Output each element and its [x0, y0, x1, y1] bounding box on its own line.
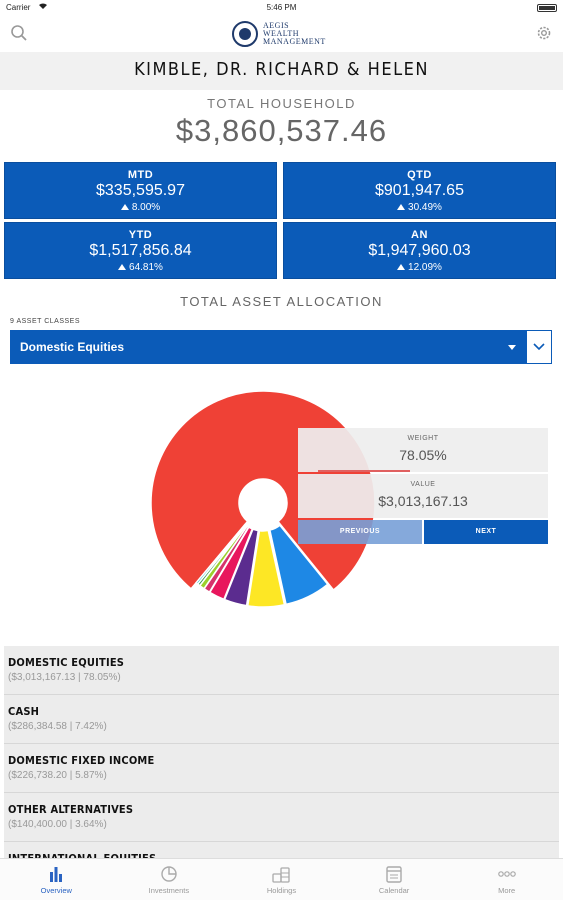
weight-value: 78.05%: [399, 447, 447, 463]
pie-slice-cash[interactable]: [268, 524, 329, 606]
weight-label: WEIGHT: [407, 435, 439, 442]
perf-card-mtd[interactable]: MTD $335,595.97 8.00%: [4, 162, 277, 219]
logo-wordmark: AEGIS WEALTH MANAGEMENT: [263, 22, 326, 46]
asset-class-dropdown[interactable]: Domestic Equities: [10, 330, 552, 364]
asset-name: INTERNATIONAL EQUITIES: [8, 842, 559, 858]
perf-change: 12.09%: [284, 262, 555, 273]
tab-bar: Overview Investments Holdings Calendar M…: [0, 858, 563, 900]
tab-label: Calendar: [378, 886, 410, 895]
calendar-icon: [382, 864, 406, 884]
asset-detail: ($140,400.00 | 3.64%): [8, 819, 107, 830]
asset-detail: ($226,738.20 | 5.87%): [8, 770, 107, 781]
asset-detail: ($286,384.58 | 7.42%): [8, 721, 107, 732]
pie-slice-other-4[interactable]: [195, 523, 247, 586]
bar-chart-icon: [44, 864, 68, 884]
list-item[interactable]: DOMESTIC EQUITIES ($3,013,167.13 | 78.05…: [4, 646, 559, 695]
perf-label: QTD: [407, 169, 432, 181]
tab-calendar[interactable]: Calendar: [338, 859, 451, 900]
logo-line: WEALTH: [263, 29, 300, 38]
tab-overview[interactable]: Overview: [0, 859, 113, 900]
search-icon[interactable]: [10, 24, 28, 42]
allocation-title: TOTAL ASSET ALLOCATION: [180, 294, 383, 309]
asset-name: OTHER ALTERNATIVES: [8, 803, 134, 816]
wifi-icon: [38, 2, 48, 12]
status-time: 5:46 PM: [266, 3, 297, 12]
pie-chart-icon: [157, 864, 181, 884]
up-arrow-icon: [120, 204, 129, 210]
client-name: KIMBLE, DR. RICHARD & HELEN: [134, 59, 429, 80]
carrier-label: Carrier: [6, 3, 31, 12]
client-bar: KIMBLE, DR. RICHARD & HELEN: [0, 52, 563, 90]
asset-class-count: 9 ASSET CLASSES: [10, 318, 81, 325]
perf-change-value: 64.81%: [129, 262, 163, 273]
perf-label: YTD: [128, 229, 153, 241]
tab-label: More: [498, 886, 516, 895]
tab-holdings[interactable]: Holdings: [225, 859, 338, 900]
perf-label: MTD: [127, 169, 154, 181]
list-item[interactable]: OTHER ALTERNATIVES ($140,400.00 | 3.64%): [4, 793, 559, 842]
perf-change: 64.81%: [5, 262, 276, 273]
app-header: AEGIS WEALTH MANAGEMENT: [0, 16, 563, 52]
asset-name: DOMESTIC EQUITIES: [8, 656, 125, 669]
perf-label: AN: [411, 229, 428, 241]
asset-class-list: DOMESTIC EQUITIES ($3,013,167.13 | 78.05…: [4, 646, 559, 858]
caret-down-icon: [508, 345, 516, 350]
list-item[interactable]: CASH ($286,384.58 | 7.42%): [4, 695, 559, 744]
tab-label: Holdings: [266, 886, 297, 895]
perf-change-value: 30.49%: [408, 202, 442, 213]
perf-card-qtd[interactable]: QTD $901,947.65 30.49%: [283, 162, 556, 219]
up-arrow-icon: [397, 264, 406, 270]
gear-icon[interactable]: [535, 24, 553, 42]
up-arrow-icon: [118, 264, 127, 270]
asset-name: CASH: [8, 705, 40, 718]
perf-card-an[interactable]: AN $1,947,960.03 12.09%: [283, 222, 556, 279]
asset-detail: ($3,013,167.13 | 78.05%): [8, 672, 121, 683]
status-bar: Carrier 5:46 PM: [0, 0, 563, 16]
up-arrow-icon: [397, 204, 406, 210]
perf-value: $1,517,856.84: [89, 242, 192, 259]
list-item[interactable]: INTERNATIONAL EQUITIES: [4, 842, 559, 858]
logo-line: AEGIS: [263, 21, 290, 30]
next-button[interactable]: NEXT: [424, 520, 548, 544]
perf-value: $335,595.97: [96, 182, 185, 199]
value-label: VALUE: [410, 481, 436, 488]
battery-icon: [537, 4, 557, 12]
perf-change-value: 8.00%: [131, 202, 161, 213]
household-label: TOTAL HOUSEHOLD: [207, 96, 356, 111]
asset-class-selected: Domestic Equities: [20, 340, 125, 354]
perf-change: 30.49%: [284, 202, 555, 213]
ellipsis-icon: [495, 864, 519, 884]
household-summary: TOTAL HOUSEHOLD $3,860,537.46: [0, 96, 563, 149]
chevron-down-icon: [533, 343, 545, 351]
aegis-logo: AEGIS WEALTH MANAGEMENT: [232, 20, 326, 48]
tab-label: Overview: [40, 886, 72, 895]
weight-box: WEIGHT 78.05%: [298, 428, 548, 472]
logo-line: MANAGEMENT: [263, 37, 326, 46]
tab-label: Investments: [148, 886, 190, 895]
household-value: $3,860,537.46: [175, 113, 388, 148]
perf-value: $901,947.65: [375, 182, 464, 199]
asset-name: DOMESTIC FIXED INCOME: [8, 754, 155, 767]
performance-grid: MTD $335,595.97 8.00% QTD $901,947.65 30…: [4, 162, 557, 280]
coins-icon: [269, 864, 293, 884]
tab-more[interactable]: More: [450, 859, 563, 900]
value-box: VALUE $3,013,167.13: [298, 474, 548, 518]
pie-slice-other-alternatives[interactable]: [223, 528, 260, 607]
slice-tooltip: WEIGHT 78.05% VALUE $3,013,167.13 PREVIO…: [298, 428, 548, 546]
tab-investments[interactable]: Investments: [113, 859, 226, 900]
value-amount: $3,013,167.13: [378, 493, 468, 509]
perf-change-value: 12.09%: [408, 262, 442, 273]
pie-slice-domestic-fixed-income[interactable]: [246, 529, 286, 608]
aegis-seal-icon: [232, 21, 258, 47]
perf-value: $1,947,960.03: [368, 242, 471, 259]
perf-change: 8.00%: [5, 202, 276, 213]
dropdown-toggle-button[interactable]: [526, 330, 552, 364]
perf-card-ytd[interactable]: YTD $1,517,856.84 64.81%: [4, 222, 277, 279]
weight-indicator: [318, 470, 410, 472]
list-item[interactable]: DOMESTIC FIXED INCOME ($226,738.20 | 5.8…: [4, 744, 559, 793]
previous-button[interactable]: PREVIOUS: [298, 520, 422, 544]
